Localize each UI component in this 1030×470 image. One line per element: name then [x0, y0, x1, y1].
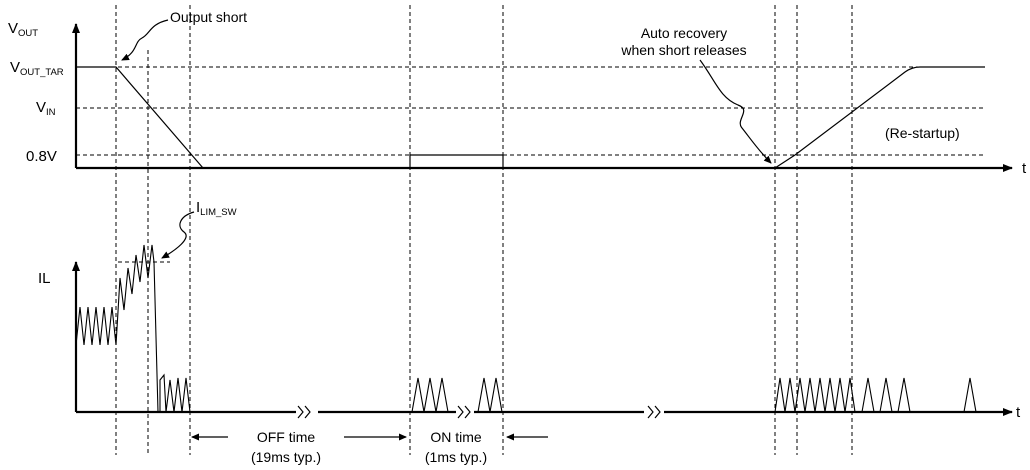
vout-axis-label: VOUT [8, 20, 38, 39]
ilim-pointer [161, 211, 195, 259]
vout-panel: VOUT VOUT_TAR VIN 0.8V t Output short Au… [8, 9, 1027, 177]
vout-tar-label: VOUT_TAR [10, 59, 64, 78]
ilim-label: ILIM_SW [196, 199, 237, 218]
off-time-typ-label: (19ms typ.) [251, 449, 321, 465]
on-time-label: ON time [430, 429, 482, 445]
auto-recovery-label-2: when short releases [620, 42, 746, 58]
auto-recovery-label-1: Auto recovery [641, 25, 727, 41]
il-on-pulses-2 [477, 377, 503, 413]
il-restart-pulse-last [963, 377, 977, 413]
v08-label: 0.8V [26, 148, 57, 165]
il-restart-pulses-sparse [861, 377, 911, 413]
il-restart-pulses-dense [774, 377, 856, 413]
il-post-limit-pulses [159, 373, 191, 413]
il-on-pulses-1 [411, 377, 452, 413]
axis-break-2 [457, 405, 471, 419]
timing-markers [115, 5, 853, 455]
il-panel: IL t ILIM_SW OFF time (19ms typ.) ON tim… [38, 199, 1021, 465]
on-time-typ-label: (1ms typ.) [425, 449, 487, 465]
axis-break-1 [297, 405, 311, 419]
output-short-pointer [121, 19, 169, 61]
vout-falling-trace [76, 66, 204, 169]
axis-break-3 [647, 405, 661, 419]
il-short-ramp [115, 244, 159, 413]
restartup-label: (Re-startup) [885, 125, 960, 141]
vout-t-label: t [1022, 160, 1027, 177]
vout-on-pulse [409, 154, 504, 168]
il-axis-label: IL [38, 270, 51, 287]
off-time-label: OFF time [257, 429, 316, 445]
output-short-label: Output short [170, 9, 247, 25]
vout-restart-trace [774, 66, 985, 169]
il-t-label: t [1016, 404, 1021, 421]
il-normal-ripple [75, 306, 117, 346]
auto-recovery-pointer [699, 59, 772, 164]
vin-label: VIN [36, 99, 56, 118]
